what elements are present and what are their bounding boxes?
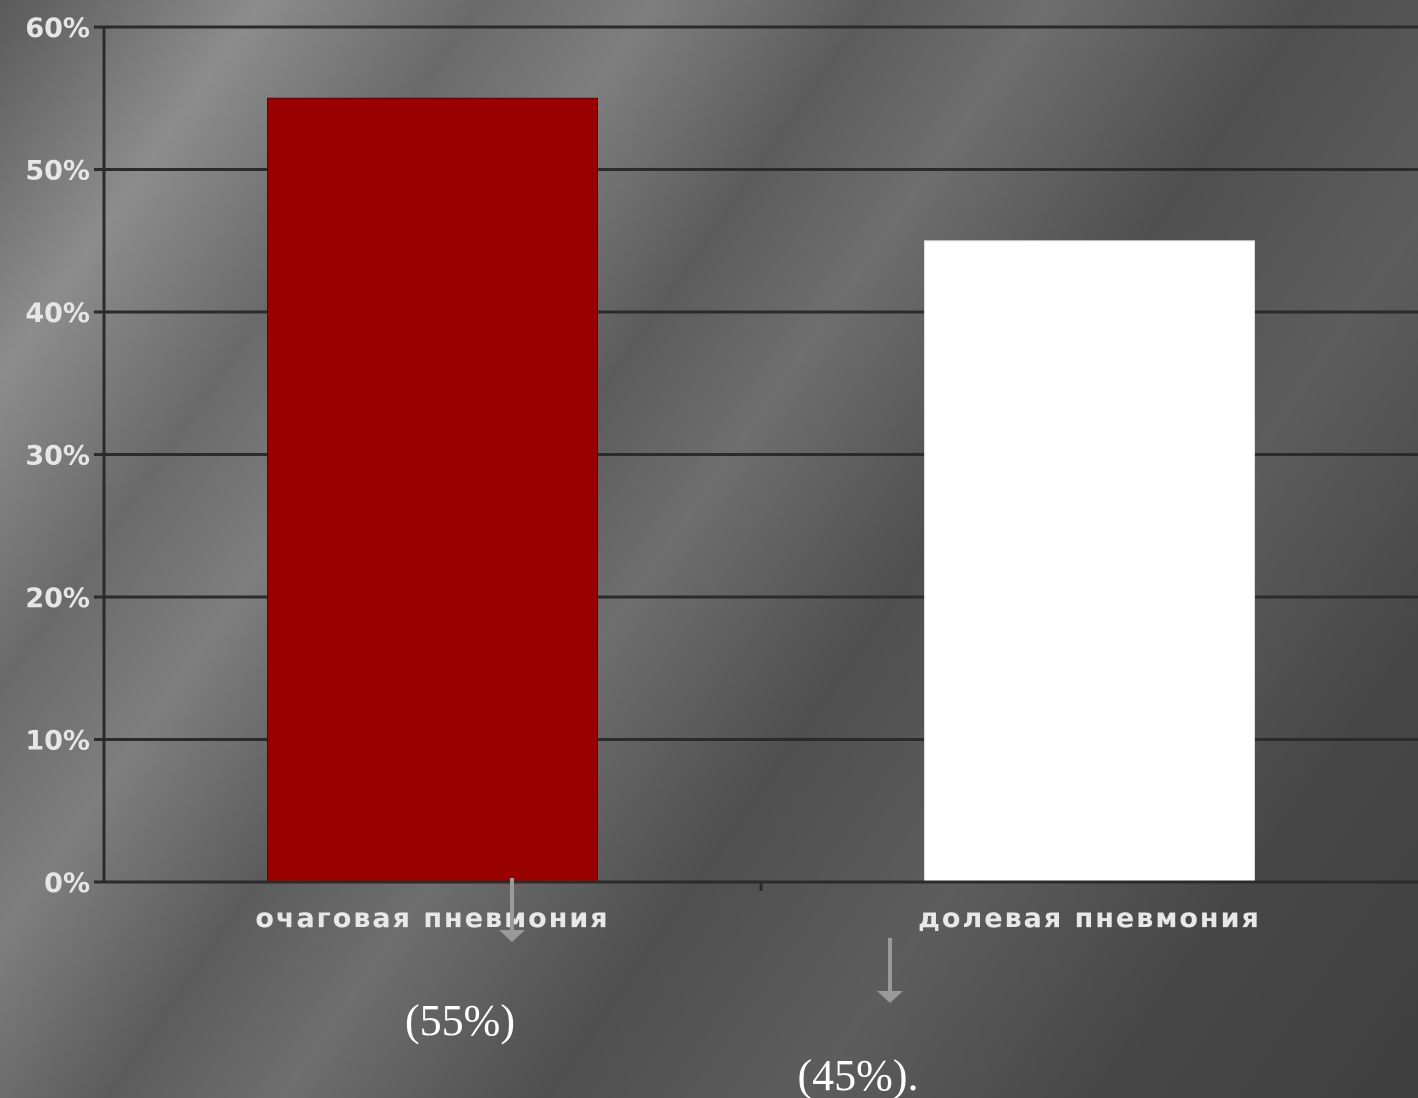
data-label: (55%) (405, 996, 515, 1045)
bar (924, 240, 1255, 883)
y-tick-label: 50% (25, 156, 90, 187)
y-tick-label: 40% (25, 298, 90, 329)
y-tick-label: 30% (25, 441, 90, 472)
y-tick-label: 20% (25, 583, 90, 614)
y-tick-label: 0% (44, 868, 90, 899)
down-arrow-icon (877, 938, 903, 1003)
y-tick-label: 60% (25, 13, 90, 44)
down-arrow-icon (499, 878, 525, 942)
y-axis-ticks: 0% 10% 20% 30% 40% 50% 60% (25, 13, 104, 899)
bar (267, 97, 598, 883)
category-label: долевая пневмония (918, 903, 1261, 934)
data-label: (45%). (798, 1051, 919, 1098)
arrow-head (877, 991, 903, 1003)
annotation-arrows (499, 878, 903, 1003)
data-labels: (55%) (45%). (405, 996, 918, 1098)
bars (267, 97, 1255, 883)
axes (94, 27, 1418, 891)
category-labels: очаговая пневмония долевая пневмония (255, 903, 1261, 934)
arrow-head (499, 930, 525, 942)
category-label: очаговая пневмония (255, 903, 609, 934)
y-tick-label: 10% (25, 726, 90, 757)
